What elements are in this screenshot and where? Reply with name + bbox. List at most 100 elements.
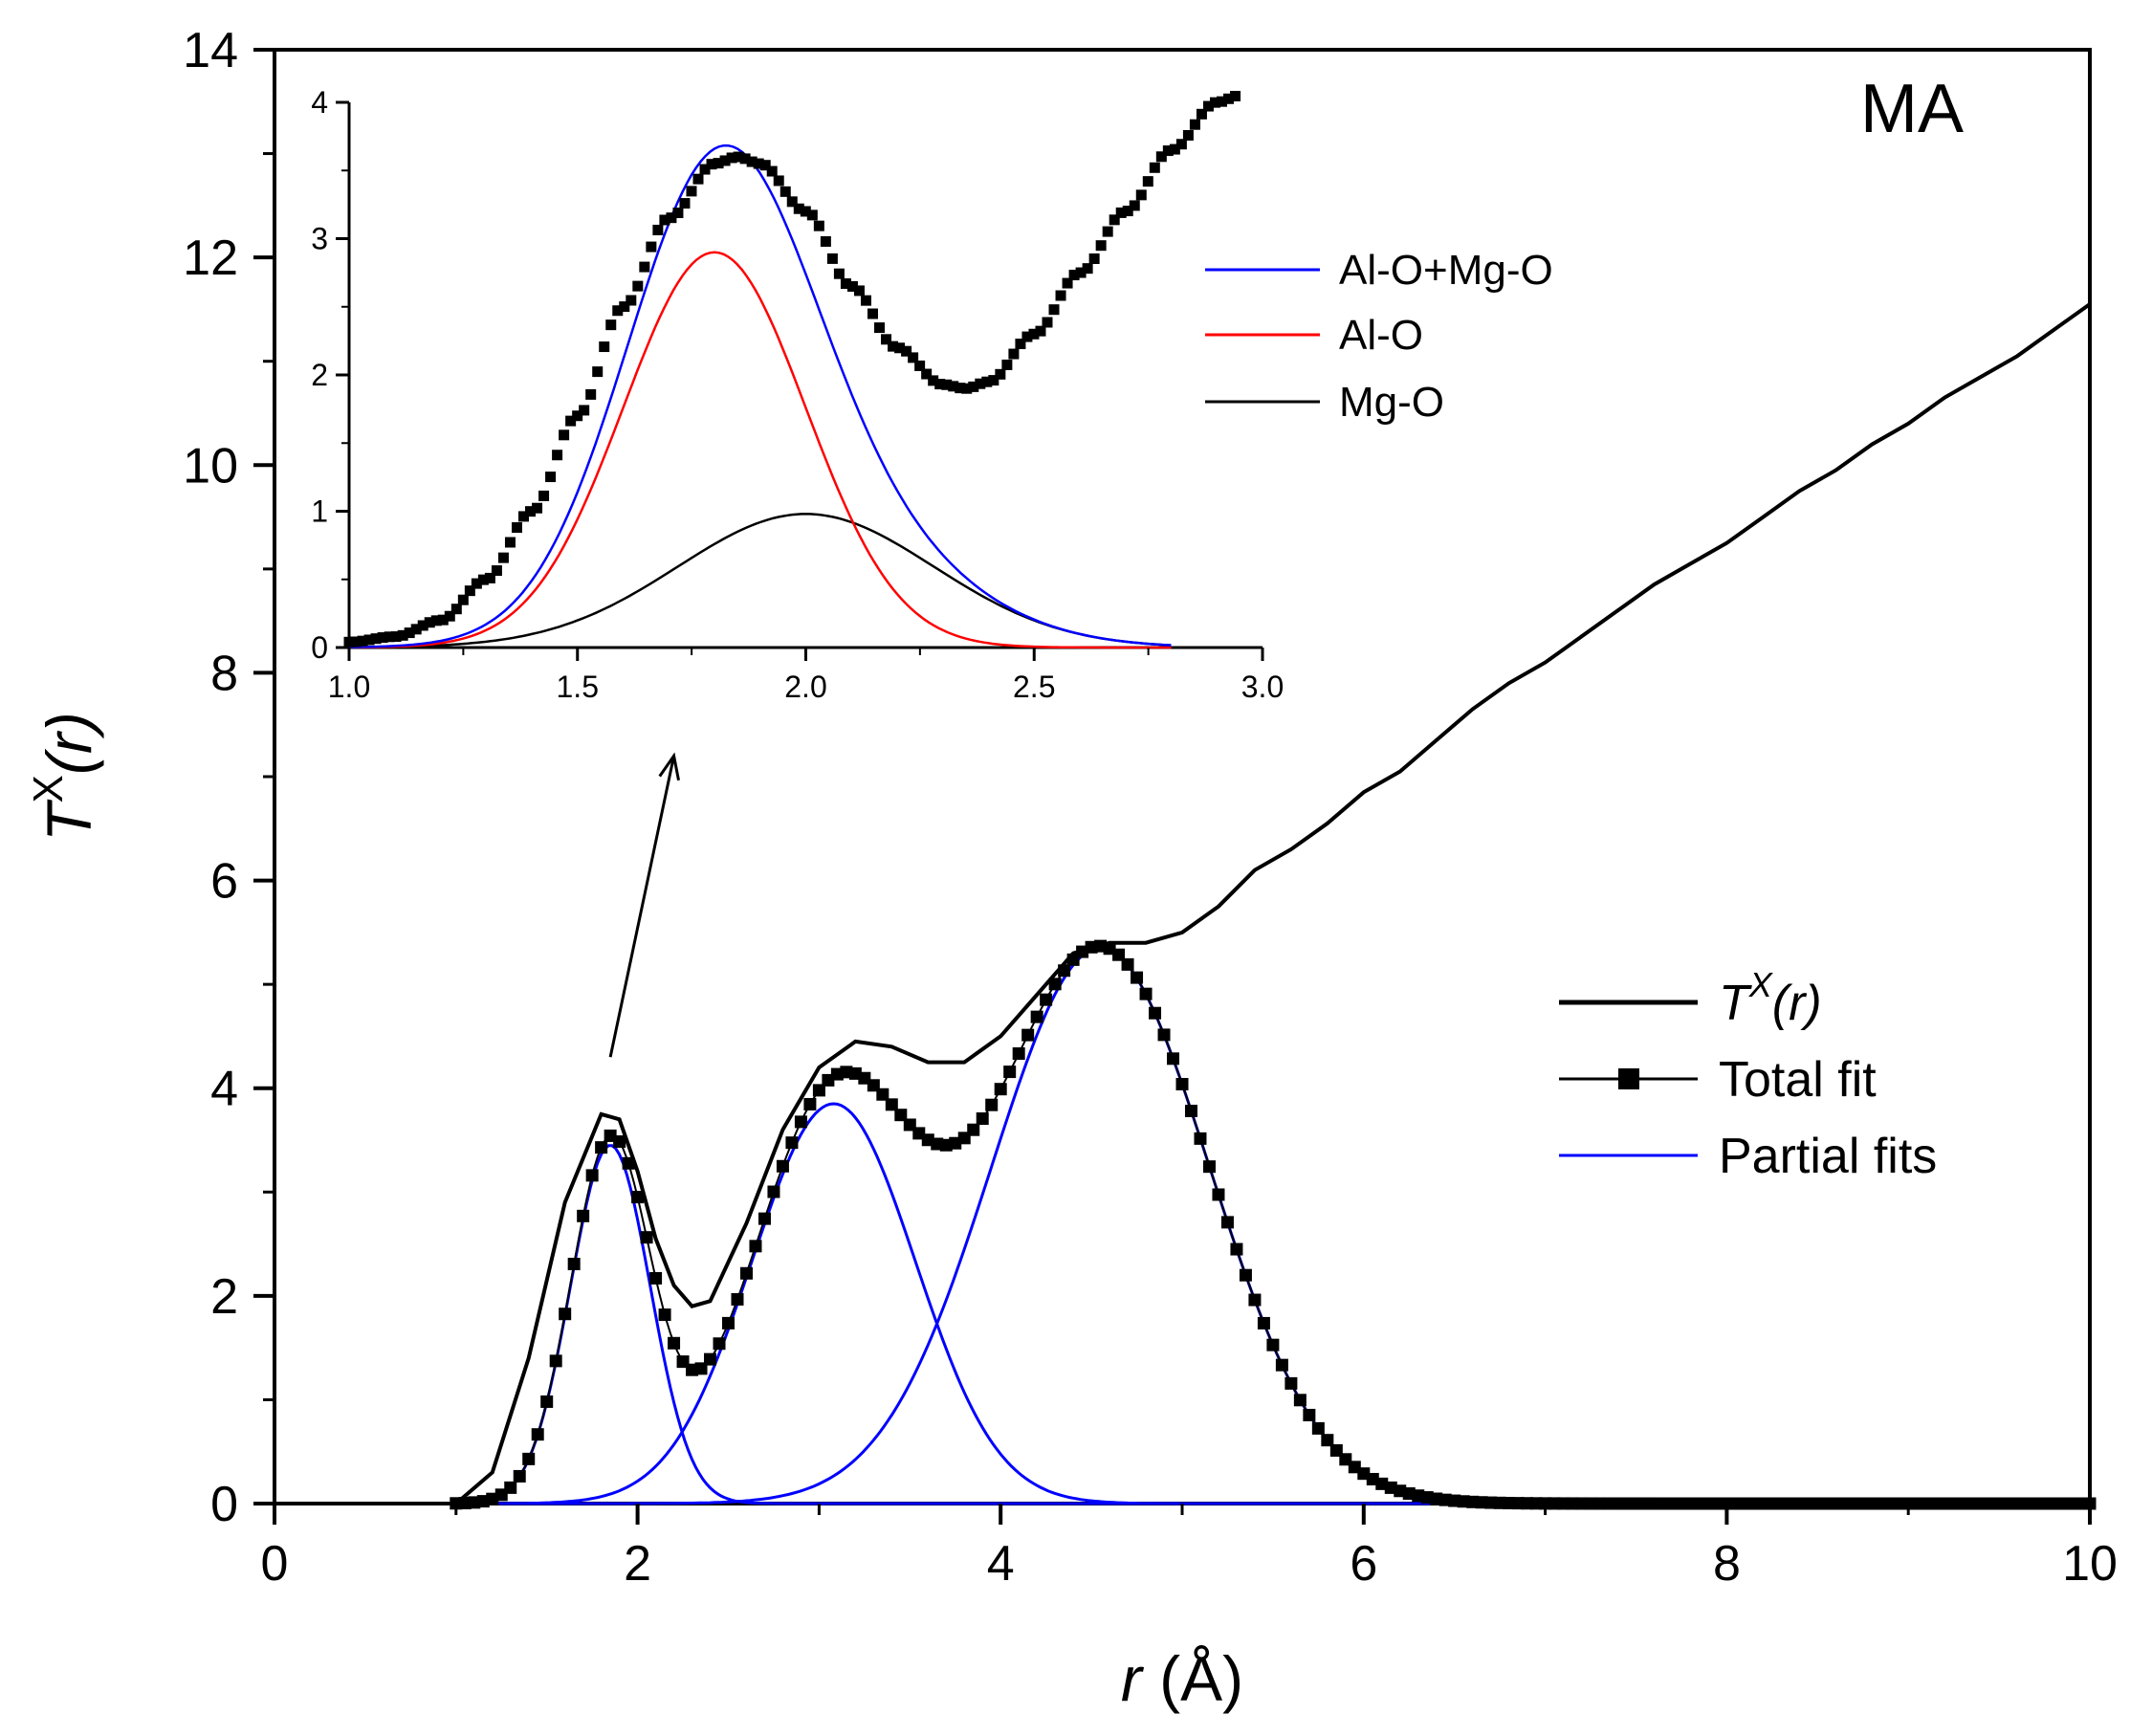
inset-ticks-group: 1.0 1.5 2.0 2.5 3.0 0 1 2 3 4	[311, 85, 1284, 704]
inset-total-fit-marker	[1109, 214, 1120, 226]
inset-series-group	[343, 91, 1241, 649]
inset-total-fit-marker	[384, 631, 395, 643]
inset-total-fit-marker	[605, 319, 617, 331]
inset-total-fit-marker	[1142, 176, 1153, 187]
inset-total-fit-marker	[552, 450, 563, 461]
y-axis-title-paren: (r)	[33, 712, 104, 775]
inset-total-fit-marker	[1189, 119, 1200, 130]
y-axis-title-super: X	[25, 775, 72, 802]
inset-total-fit-marker	[726, 152, 737, 164]
inset-total-fit-marker	[511, 522, 522, 534]
inset-total-fit-marker	[585, 388, 597, 400]
inset-total-fit-marker	[599, 341, 610, 353]
y-tick-label: 12	[183, 231, 238, 286]
inset-legend: Al-O+Mg-O Al-O Mg-O	[1205, 247, 1553, 426]
inset-total-fit-marker	[626, 295, 637, 306]
inset-total-fit-marker	[437, 614, 449, 626]
inset-total-fit-marker	[525, 506, 537, 517]
inset-y-tick-label: 2	[311, 358, 328, 392]
x-tick-label: 6	[1350, 1536, 1377, 1592]
legend-marker-total-fit	[1618, 1068, 1639, 1089]
inset-total-fit-marker	[706, 159, 717, 170]
series-tx-line	[274, 302, 2092, 1505]
inset-total-fit-marker	[894, 342, 906, 354]
inset-total-fit-marker	[1048, 304, 1060, 316]
y-tick-label: 10	[183, 438, 238, 494]
inset-total-fit-marker	[357, 635, 368, 647]
inset-total-fit-marker	[1088, 253, 1100, 264]
x-tick-label: 0	[261, 1536, 289, 1592]
inset-total-fit-marker	[1042, 317, 1053, 328]
ma-annotation: MA	[1860, 71, 1964, 147]
inset-total-fit-marker	[504, 537, 516, 548]
inset-total-fit-marker	[981, 376, 993, 387]
inset-total-fit-marker	[565, 415, 577, 427]
inset-total-fit-marker	[343, 636, 355, 648]
inset-total-fit-marker	[1230, 91, 1241, 102]
inset-total-fit-marker	[532, 502, 543, 514]
inset-total-fit-marker	[1062, 277, 1073, 289]
inset-x-tick-label: 1.5	[557, 670, 599, 704]
inset-y-tick-label: 1	[311, 494, 328, 529]
inset-total-fit-marker	[390, 631, 402, 643]
inset-total-fit-marker	[746, 156, 758, 167]
inset-total-fit-marker	[833, 268, 845, 279]
inset-total-fit-marker	[1102, 226, 1113, 237]
inset-total-fit-marker	[733, 151, 744, 163]
inset-total-fit-marker	[1182, 129, 1194, 141]
inset-total-fit-marker	[753, 158, 764, 169]
inset-total-fit-marker	[410, 624, 422, 635]
inset-total-fit-marker	[484, 572, 495, 583]
inset-total-fit-marker	[363, 634, 375, 646]
x-tick-label: 4	[987, 1536, 1015, 1592]
inset-total-fit-marker	[813, 220, 824, 231]
inset-total-fit-marker	[1082, 263, 1093, 275]
inset-total-fit-marker	[592, 366, 604, 378]
main-legend: TX(r) Total fit Partial fits	[1559, 965, 1937, 1184]
series-total-fit-line	[455, 945, 2090, 1505]
inset-total-fit-marker	[739, 153, 751, 165]
legend-tx-rest: (r)	[1772, 976, 1822, 1031]
inset-total-fit-marker	[538, 490, 550, 501]
inset-total-fit-marker	[518, 511, 530, 522]
inset-total-fit-marker	[430, 615, 442, 626]
inset-total-fit-marker	[1175, 139, 1187, 150]
inset-total-fit-marker	[350, 636, 362, 648]
y-axis-title: TX(r)	[25, 712, 104, 842]
y-axis-title-main: T	[33, 799, 104, 842]
inset-total-fit-marker	[1149, 162, 1160, 173]
inset-total-fit-marker	[659, 214, 670, 226]
inset-x-tick-label: 3.0	[1241, 670, 1284, 704]
inset-total-fit-marker	[450, 604, 462, 615]
inset-total-fit-marker	[619, 301, 630, 313]
inset-total-fit-marker	[975, 378, 986, 389]
inset-total-fit-marker	[846, 280, 858, 292]
inset-total-fit-marker	[424, 617, 435, 628]
x-axis-title-unit: (Å)	[1142, 1643, 1243, 1714]
inset-total-fit-marker	[820, 235, 831, 247]
legend-label-partial-fits: Partial fits	[1719, 1129, 1937, 1184]
inset-total-fit-marker	[988, 375, 999, 386]
inset-total-fit-marker	[491, 565, 502, 577]
inset-total-fit-marker	[457, 594, 469, 605]
inset-total-fit-marker	[1122, 206, 1133, 217]
inset-total-fit-marker	[1162, 145, 1174, 157]
x-axis-title-var: r	[1121, 1643, 1145, 1714]
y-tick-label: 8	[210, 646, 238, 701]
y-tick-label: 6	[210, 854, 238, 910]
inset-plot: 1.0 1.5 2.0 2.5 3.0 0 1 2 3 4 Al-O+Mg-O Al-O Mg-O	[311, 85, 1553, 704]
inset-total-fit-marker	[713, 158, 724, 169]
inset-series-al-o-mg-o	[349, 143, 1172, 648]
inset-total-fit-marker	[646, 241, 657, 253]
y-tick-label: 4	[210, 1062, 238, 1117]
inset-total-fit-marker	[559, 429, 570, 441]
inset-y-tick-label: 4	[311, 85, 328, 120]
inset-total-fit-marker	[404, 627, 415, 639]
inset-total-fit-marker	[1028, 328, 1040, 340]
inset-total-fit-marker	[1008, 348, 1020, 360]
inset-total-fit-marker	[679, 198, 691, 209]
inset-total-fit-marker	[1075, 267, 1087, 278]
inset-x-tick-label: 1.0	[328, 670, 370, 704]
